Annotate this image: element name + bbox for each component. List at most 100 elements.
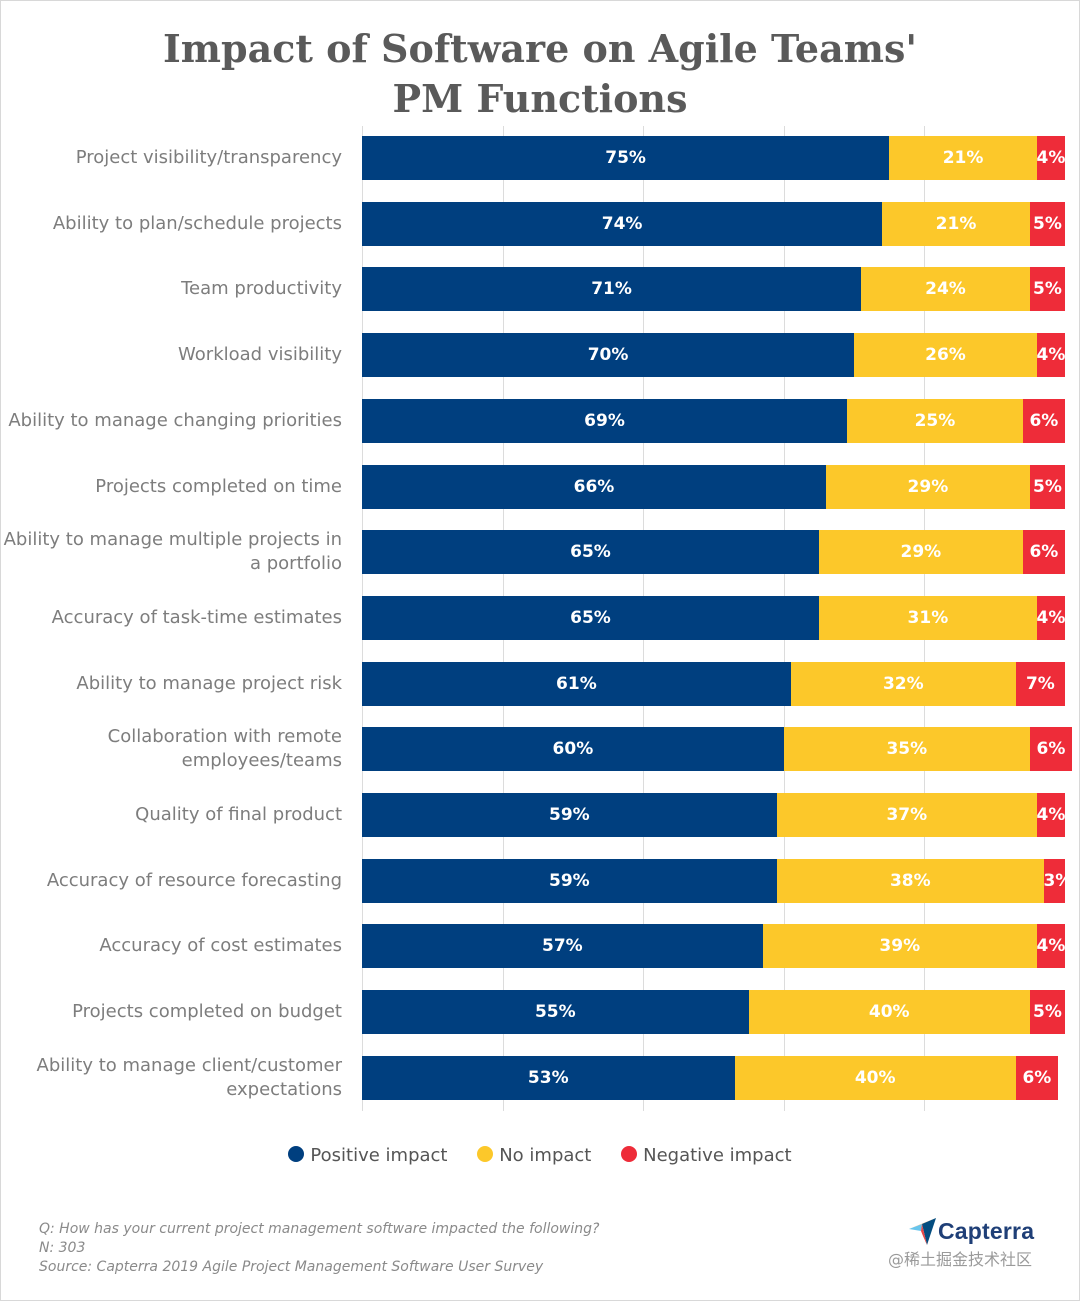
bar-positive (362, 595, 819, 640)
data-label-negative: 6% (1022, 1067, 1052, 1088)
bar-negative (1036, 333, 1065, 378)
bar-negative (1022, 398, 1065, 443)
data-label-no-impact: 26% (925, 345, 966, 366)
bar-no-impact (825, 464, 1030, 509)
data-label-no-impact: 35% (886, 739, 928, 760)
data-label-positive: 55% (534, 1002, 576, 1023)
data-label-positive: 71% (591, 279, 632, 300)
data-label-positive: 61% (556, 673, 597, 694)
category-label: Quality of final product (135, 804, 342, 825)
category-label: Ability to plan/schedule projects (52, 212, 342, 234)
bar-negative (1036, 136, 1065, 180)
bar-negative (1015, 661, 1065, 706)
data-label-negative: 6% (1029, 410, 1059, 431)
bar-no-impact (847, 398, 1023, 443)
bar-no-impact (861, 267, 1030, 312)
bar-positive (362, 661, 791, 706)
bar-positive (362, 924, 763, 969)
survey-question: Q: How has your current project manageme… (39, 1221, 600, 1237)
bar-positive (362, 201, 883, 246)
chart-title-line-1: Impact of Software on Agile Teams' (163, 26, 917, 71)
bar-no-impact (818, 595, 1037, 640)
category-label: Project visibility/transparency (75, 147, 342, 168)
data-label-positive: 59% (549, 805, 590, 825)
data-label-negative: 4% (1036, 607, 1066, 628)
bar-negative (1029, 267, 1065, 312)
legend-item-positive: Positive impact (288, 1143, 447, 1169)
bar-negative (1036, 595, 1065, 640)
category-label: Ability to manage project risk (76, 672, 342, 694)
bar-no-impact (776, 793, 1037, 837)
data-label-no-impact: 37% (886, 805, 928, 825)
data-label-negative: 4% (1036, 345, 1066, 366)
legend-label-no-impact: No impact (499, 1145, 592, 1166)
bar-positive (362, 727, 784, 772)
chart-title-line-2: PM Functions (392, 76, 688, 121)
legend: Positive impact No impact Negative impac… (0, 1143, 1080, 1169)
category-label: Team productivity (181, 278, 342, 300)
bar-no-impact (854, 333, 1037, 378)
bar-negative (1029, 990, 1065, 1035)
legend-label-positive: Positive impact (310, 1145, 448, 1166)
bar-no-impact (734, 1055, 1016, 1100)
data-label-no-impact: 29% (907, 476, 949, 497)
bar-negative (1043, 858, 1065, 903)
footnotes: Q: How has your current project manageme… (39, 1220, 599, 1277)
capterra-logo: Capterra (908, 1214, 1034, 1248)
category-label: Collaboration with remote employees/teams (107, 726, 342, 772)
data-label-positive: 70% (587, 345, 629, 366)
data-label-no-impact: 24% (925, 279, 966, 300)
bar-positive (362, 398, 848, 443)
data-label-positive: 60% (552, 739, 594, 760)
bar-negative (1022, 530, 1065, 575)
data-label-negative: 4% (1036, 805, 1066, 825)
bar-positive (362, 1055, 735, 1100)
data-label-positive: 65% (570, 542, 611, 563)
bar-negative (1036, 793, 1065, 837)
data-label-no-impact: 32% (882, 673, 924, 694)
data-label-negative: 6% (1036, 739, 1066, 760)
data-label-negative: 5% (1032, 1002, 1062, 1023)
data-label-negative: 7% (1025, 673, 1055, 694)
legend-item-no-impact: No impact (477, 1143, 591, 1169)
source-note: Source: Capterra 2019 Agile Project Mana… (39, 1259, 544, 1275)
data-label-no-impact: 31% (907, 607, 949, 628)
data-label-positive: 65% (570, 607, 611, 628)
data-label-negative: 4% (1036, 148, 1066, 168)
data-label-no-impact: 40% (868, 1002, 910, 1023)
data-label-no-impact: 40% (854, 1067, 896, 1088)
bar-negative (1029, 201, 1065, 246)
bar-positive (362, 530, 819, 575)
data-label-negative: 3% (1043, 870, 1073, 891)
legend-dot-no-impact (477, 1146, 494, 1162)
category-label: Projects completed on budget (72, 1001, 342, 1023)
bar-positive (362, 793, 777, 837)
chart-title: Impact of Software on Agile Teams' PM Fu… (0, 24, 1080, 124)
category-label: Ability to manage client/customer expecta… (36, 1054, 342, 1100)
bar-negative (1036, 924, 1065, 969)
data-label-no-impact: 21% (942, 148, 984, 168)
bar-positive (362, 858, 777, 903)
data-label-no-impact: 21% (935, 213, 977, 234)
category-label: Accuracy of cost estimates (99, 935, 342, 957)
watermark: @稀土掘金技术社区 (888, 1250, 1033, 1269)
data-label-negative: 5% (1032, 476, 1062, 497)
data-label-positive: 66% (573, 476, 615, 497)
bar-positive (362, 333, 855, 378)
category-label: Ability to manage multiple projects in a … (3, 529, 342, 575)
category-label: Ability to manage changing priorities (8, 409, 342, 431)
legend-item-negative: Negative impact (621, 1143, 792, 1169)
data-label-negative: 4% (1036, 936, 1066, 957)
category-label: Projects completed on time (95, 475, 342, 497)
bar-no-impact (882, 201, 1030, 246)
data-label-negative: 5% (1032, 279, 1062, 300)
data-label-positive: 53% (527, 1067, 569, 1088)
data-label-positive: 69% (584, 410, 625, 431)
bar-positive (362, 464, 826, 509)
category-label: Accuracy of resource forecasting (46, 869, 342, 891)
data-label-positive: 57% (541, 936, 583, 957)
legend-dot-positive (288, 1146, 305, 1162)
bar-positive (362, 990, 749, 1035)
data-label-negative: 5% (1032, 213, 1062, 234)
